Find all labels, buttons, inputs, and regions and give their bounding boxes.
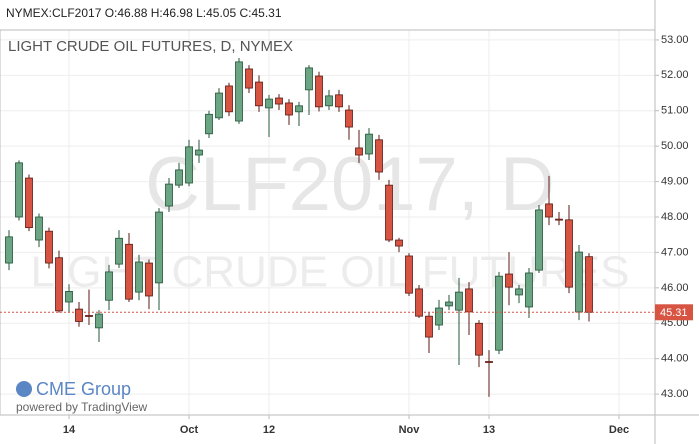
- candle-body: [445, 301, 453, 307]
- candle-body: [415, 288, 423, 317]
- candle-body: [215, 92, 223, 119]
- candle-body: [235, 61, 243, 122]
- powered-by: powered by TradingView: [16, 400, 148, 414]
- y-tick-label: 47.00: [661, 246, 689, 258]
- y-tick-label: 48.00: [661, 211, 689, 223]
- candle-body: [515, 288, 523, 296]
- candle-body: [575, 251, 583, 313]
- candle-body: [425, 315, 433, 338]
- y-tick-label: 49.00: [661, 175, 689, 187]
- x-tick-label: 13: [483, 424, 495, 436]
- x-tick-label: Oct: [180, 424, 199, 436]
- candle-body: [365, 133, 373, 155]
- candle-body: [105, 271, 113, 301]
- candle-body: [265, 98, 273, 109]
- candle-body: [525, 272, 533, 308]
- header: NYMEX:CLF2017 O:46.88 H:46.98 L:45.05 C:…: [6, 6, 282, 20]
- candle-body: [145, 262, 153, 297]
- candle-body: [275, 97, 283, 105]
- grid: [0, 30, 655, 415]
- candle-body: [55, 257, 63, 312]
- candles: [5, 57, 593, 397]
- candle-body: [205, 113, 213, 135]
- candle-body: [345, 109, 353, 128]
- candle-body: [435, 307, 443, 326]
- candle-body: [385, 184, 393, 241]
- candle-body: [405, 255, 413, 294]
- y-tick-label: 53.00: [661, 34, 689, 46]
- candle-body: [505, 273, 513, 288]
- candle-body: [35, 216, 43, 241]
- candle-body: [475, 322, 483, 356]
- candle-body: [75, 308, 83, 322]
- candle-body: [585, 256, 593, 313]
- candle-body: [355, 147, 363, 156]
- candle-body: [85, 315, 93, 317]
- candle-body: [395, 239, 403, 247]
- x-tick-label: 12: [263, 424, 275, 436]
- candle-body: [5, 236, 13, 264]
- y-tick-label: 52.00: [661, 69, 689, 81]
- candle-body: [45, 230, 53, 264]
- branding: CME Group: [36, 379, 131, 399]
- candle-body: [325, 95, 333, 107]
- candle-body: [125, 243, 133, 300]
- candle-body: [95, 313, 103, 329]
- candle-body: [15, 162, 23, 218]
- candle-body: [545, 203, 553, 218]
- candle-body: [495, 275, 503, 351]
- y-tick-label: 46.00: [661, 282, 689, 294]
- candle-body: [65, 290, 73, 303]
- candle-body: [185, 146, 193, 184]
- candle-body: [155, 211, 163, 284]
- chart-title: LIGHT CRUDE OIL FUTURES, D, NYMEX: [8, 38, 293, 55]
- x-tick-label: Dec: [609, 424, 629, 436]
- candle-body: [25, 177, 33, 229]
- y-tick-label: 51.00: [661, 105, 689, 117]
- candle-body: [175, 169, 183, 186]
- watermark: CLF2017, D: [145, 142, 555, 227]
- logo-icon: [16, 381, 32, 397]
- candle-body: [295, 105, 303, 113]
- candle-body: [565, 219, 573, 288]
- candle-body: [535, 209, 543, 271]
- y-tick-label: 50.00: [661, 140, 689, 152]
- candle-body: [245, 68, 253, 89]
- candle-body: [485, 361, 493, 363]
- candle-body: [465, 288, 473, 313]
- candle-body: [135, 261, 143, 293]
- last-price-label: 45.31: [660, 307, 688, 319]
- x-tick-label: Nov: [399, 424, 421, 436]
- x-tick-label: 14: [63, 424, 76, 436]
- candle-body: [195, 149, 203, 156]
- candle-body: [225, 85, 233, 113]
- candle-body: [335, 94, 343, 108]
- candle-body: [375, 139, 383, 173]
- candle-body: [165, 183, 173, 207]
- y-tick-label: 44.00: [661, 353, 689, 365]
- last-price-box: [655, 304, 693, 321]
- candle-body: [555, 218, 563, 221]
- candle-body: [115, 237, 123, 265]
- candle-body: [285, 102, 293, 116]
- candle-body: [455, 291, 463, 311]
- candle-body: [305, 67, 313, 91]
- candle-body: [315, 75, 323, 108]
- candle-body: [255, 81, 263, 107]
- y-tick-label: 43.00: [661, 388, 689, 400]
